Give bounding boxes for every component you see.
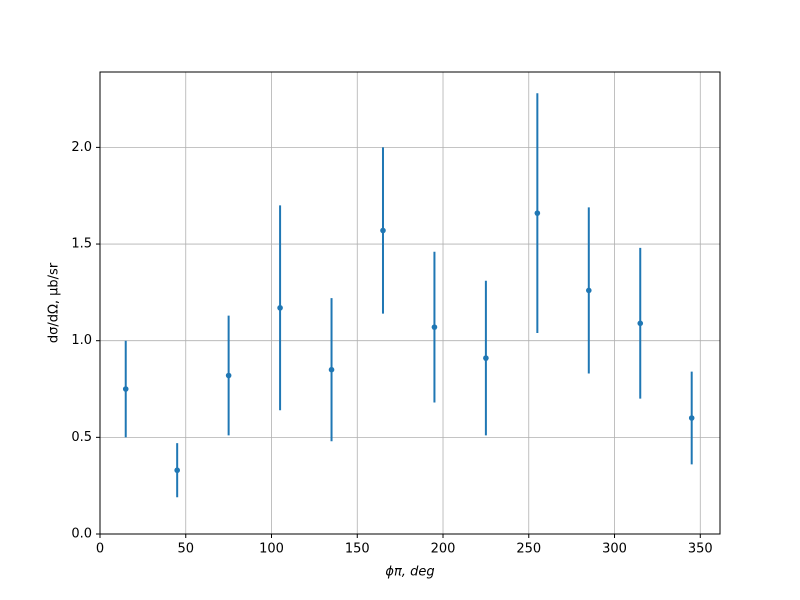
x-tick-label: 200 [431, 542, 456, 557]
x-axis-label: ϕπ, deg [385, 565, 434, 580]
y-tick-label: 2.0 [71, 140, 92, 155]
data-point [483, 355, 489, 361]
data-point [328, 366, 335, 373]
data-point [688, 415, 695, 421]
data-point [534, 210, 541, 216]
x-tick-label: 50 [177, 542, 194, 557]
data-point [585, 287, 592, 294]
x-tick-label: 250 [516, 542, 541, 557]
x-tick-label: 150 [345, 542, 370, 557]
plot-frame [99, 71, 721, 535]
x-tick-label: 300 [602, 542, 627, 557]
data-point [174, 467, 180, 474]
y-tick-label: 0.5 [71, 430, 92, 445]
y-axis-label: dσ/dΩ, μb/sr [47, 262, 62, 343]
data-point [431, 324, 438, 330]
y-tick-label: 1.0 [71, 333, 92, 348]
data-point [380, 227, 386, 234]
data-point [225, 372, 232, 379]
data-point [122, 386, 129, 392]
x-tick-label: 100 [259, 542, 284, 557]
y-tick-label: 1.5 [71, 237, 92, 252]
x-tick-label: 350 [688, 542, 713, 557]
x-tick-label: 0 [96, 542, 104, 557]
y-tick-label: 0.0 [71, 527, 92, 542]
data-point [637, 320, 644, 327]
data-point [277, 305, 283, 311]
